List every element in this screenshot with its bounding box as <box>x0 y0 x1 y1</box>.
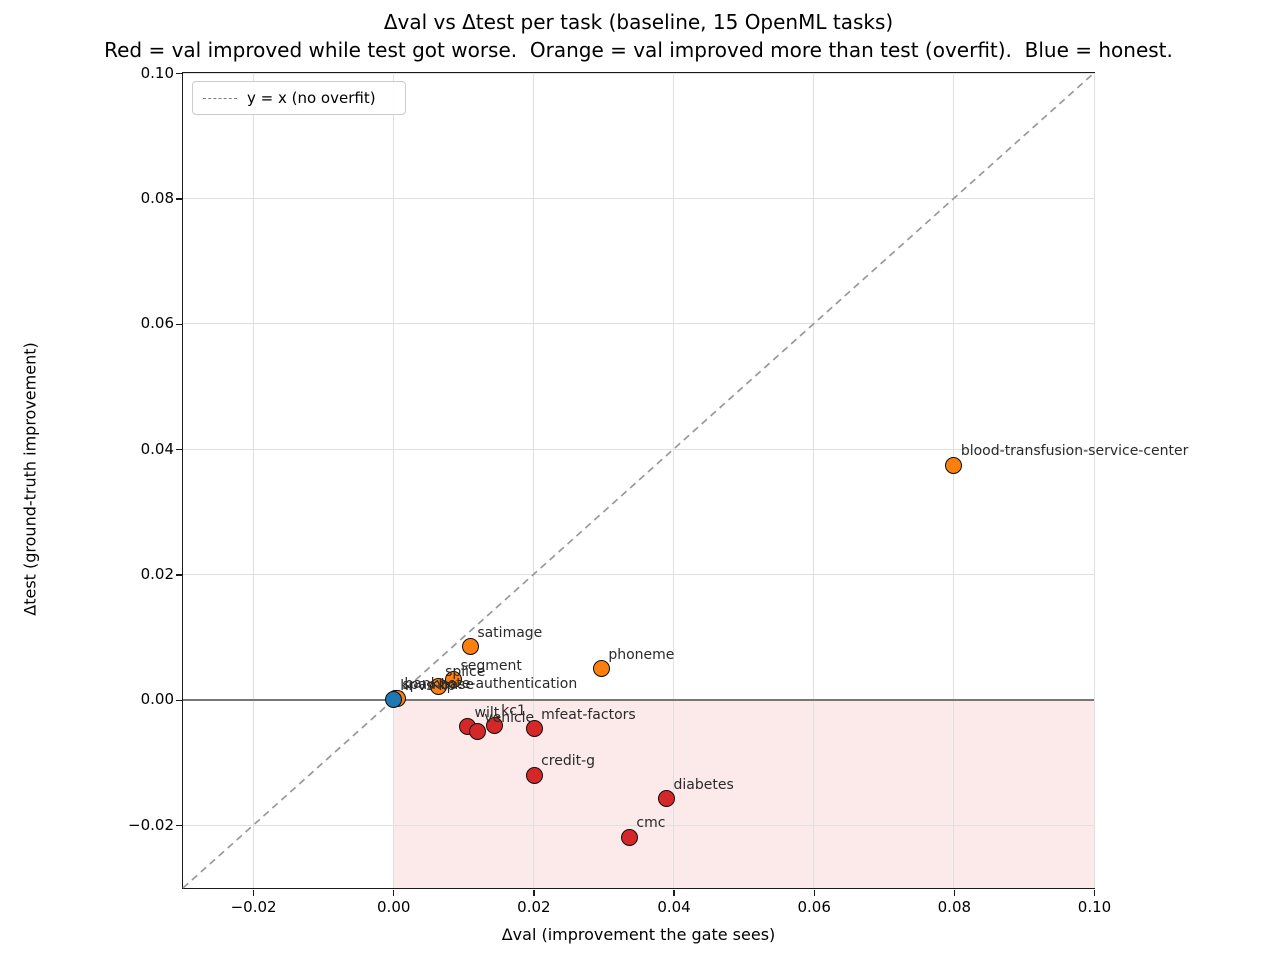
overfit-shaded-region <box>393 699 1094 888</box>
h-gridline <box>183 824 1094 826</box>
label-blood-transfusion-service-center: blood-transfusion-service-center <box>960 443 1189 460</box>
point-diabetes <box>658 790 676 808</box>
point-phoneme <box>592 660 610 678</box>
y-tick <box>176 323 182 325</box>
chart-title: Δval vs Δtest per task (baseline, 15 Ope… <box>383 10 894 34</box>
dashed-line-icon <box>203 97 237 99</box>
h-gridline <box>183 72 1094 74</box>
x-tick-label: 0.04 <box>657 898 691 916</box>
label-segment: segment <box>460 657 522 674</box>
h-gridline <box>183 197 1094 199</box>
y-tick <box>176 72 182 75</box>
y-tick <box>176 198 182 200</box>
x-tick <box>813 890 815 896</box>
y-tick-label: 0.00 <box>140 690 174 709</box>
x-tick <box>1093 890 1096 896</box>
x-tick-label: 0.02 <box>517 898 551 916</box>
x-tick-label: 0.10 <box>1077 898 1112 916</box>
y-tick-label: 0.02 <box>140 565 174 584</box>
chart-subtitle: Red = val improved while test got worse.… <box>104 38 1173 62</box>
v-gridline <box>1093 73 1095 888</box>
v-gridline <box>392 73 394 888</box>
zero-reference-line <box>183 699 1094 701</box>
point-blood-transfusion-service-center <box>945 456 963 474</box>
y-tick-label: 0.08 <box>140 188 174 207</box>
point-mfeat-factors <box>525 720 543 738</box>
identity-line <box>182 72 1095 889</box>
y-tick <box>176 449 182 451</box>
point-vehicle <box>468 723 486 741</box>
plot-area: spambase banknote-authentication kr-vs-kp s… <box>182 72 1188 889</box>
label-spambase: spambase <box>402 676 475 693</box>
label-kr-vs-kp: kr-vs-kp <box>400 677 456 694</box>
x-tick-label: 0.08 <box>937 898 972 916</box>
point-satimage <box>461 638 479 656</box>
x-tick-label: −0.02 <box>230 898 277 916</box>
point-segment <box>444 671 462 689</box>
h-gridline <box>183 323 1094 325</box>
v-gridline <box>673 73 675 888</box>
v-gridline <box>953 73 955 888</box>
v-gridline <box>813 73 815 888</box>
point-cmc <box>620 828 638 846</box>
x-tick <box>252 890 255 896</box>
label-mfeat-factors: mfeat-factors <box>541 706 636 723</box>
x-tick <box>953 890 955 896</box>
h-gridline <box>183 448 1094 450</box>
point-kr-vs-kp <box>384 691 402 709</box>
y-tick <box>176 699 182 702</box>
x-tick-label: 0.00 <box>377 898 411 916</box>
y-tick <box>176 825 182 827</box>
point-kc1 <box>485 716 503 734</box>
h-gridline <box>183 574 1094 576</box>
point-credit-g <box>525 766 543 784</box>
label-cmc: cmc <box>636 815 666 832</box>
legend-label: y = x (no overfit) <box>247 89 376 107</box>
label-wilt: wilt <box>474 704 500 721</box>
label-diabetes: diabetes <box>673 776 734 793</box>
x-tick-label: 0.06 <box>797 898 831 916</box>
point-splice <box>429 677 447 695</box>
label-credit-g: credit-g <box>541 753 596 770</box>
y-tick-label: 0.06 <box>140 314 174 333</box>
y-tick-label: 0.04 <box>140 439 174 458</box>
label-phoneme: phoneme <box>608 646 675 663</box>
label-satimage: satimage <box>477 624 543 641</box>
x-axis-label: Δval (improvement the gate sees) <box>501 925 776 944</box>
y-tick <box>176 574 182 576</box>
label-banknote-authentication: banknote-authentication <box>404 676 578 693</box>
v-gridline <box>532 73 534 888</box>
y-tick-label: 0.10 <box>140 63 174 82</box>
x-tick <box>533 890 535 896</box>
x-tick <box>673 890 675 896</box>
x-tick <box>393 890 395 896</box>
legend: y = x (no overfit) <box>192 81 406 115</box>
y-axis-label: Δtest (ground-truth improvement) <box>20 342 40 616</box>
label-splice: splice <box>445 664 486 681</box>
label-kc1: kc1 <box>501 703 526 719</box>
v-gridline <box>252 73 254 888</box>
label-vehicle: vehicle <box>484 709 535 726</box>
y-tick-label: −0.02 <box>128 815 174 834</box>
